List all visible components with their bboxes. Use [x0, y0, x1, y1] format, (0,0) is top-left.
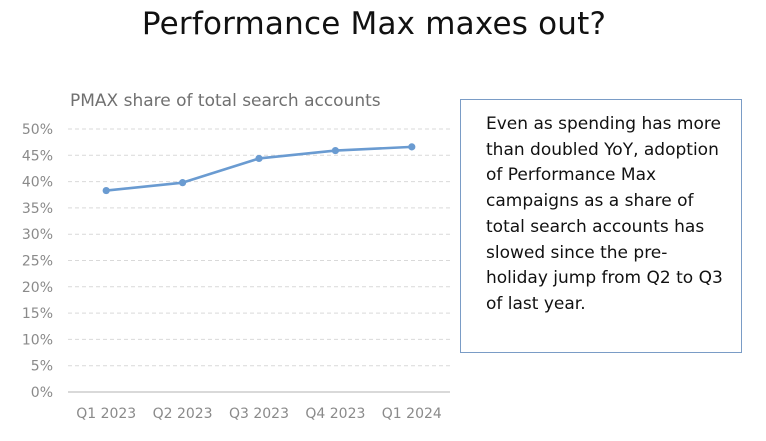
x-tick-label: Q1 2023 — [76, 406, 136, 422]
x-tick-label: Q2 2023 — [153, 406, 213, 422]
x-axis-tick-labels: Q1 2023 Q2 2023 Q3 2023 Q4 2023 Q1 2024 — [76, 406, 442, 422]
y-tick-label: 50% — [22, 122, 53, 138]
x-tick-label: Q3 2023 — [229, 406, 289, 422]
callout-textbox: Even as spending has more than doubled Y… — [460, 99, 742, 353]
data-point — [255, 154, 263, 163]
data-point — [102, 186, 110, 195]
y-tick-label: 25% — [22, 254, 53, 270]
y-tick-label: 5% — [31, 359, 53, 375]
y-tick-label: 0% — [31, 385, 53, 401]
data-point — [179, 179, 187, 187]
x-tick-label: Q1 2024 — [382, 406, 442, 422]
gridlines — [68, 128, 450, 367]
x-tick-label: Q4 2023 — [305, 406, 365, 422]
series-line — [106, 145, 412, 192]
y-tick-label: 45% — [22, 148, 53, 164]
slide-title: Performance Max maxes out? — [141, 6, 607, 42]
data-point — [331, 146, 339, 155]
y-tick-label: 10% — [22, 332, 53, 348]
data-point — [408, 143, 416, 151]
y-tick-label: 40% — [22, 175, 53, 191]
y-tick-label: 35% — [22, 201, 53, 217]
y-tick-label: 15% — [22, 306, 53, 322]
series-pmax-share — [102, 143, 416, 195]
y-axis-tick-labels: 0% 5% 10% 15% 20% 25% 30% 35% 40% 45% 50% — [22, 122, 53, 401]
y-tick-label: 20% — [22, 280, 53, 296]
chart-title: PMAX share of total search accounts — [70, 91, 381, 111]
y-tick-label: 30% — [22, 227, 53, 243]
